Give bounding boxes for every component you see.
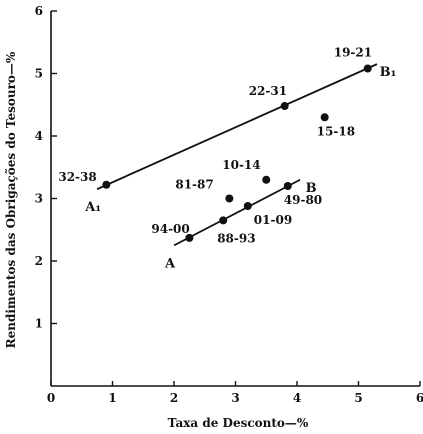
data-point	[320, 113, 329, 122]
data-point	[102, 180, 111, 189]
x-tick-label: 1	[108, 391, 116, 405]
point-label: 32-38	[58, 170, 96, 184]
line-end-label: B₁	[380, 65, 397, 80]
data-points: 32-38 22-31 19-21 15-18 10-14 81-87 49-80 01-09…	[58, 46, 372, 246]
data-point	[219, 216, 228, 225]
y-tick-label: 2	[35, 254, 43, 268]
x-tick-label: 0	[47, 391, 55, 405]
y-tick-label: 3	[35, 192, 43, 206]
point-label: 15-18	[317, 124, 355, 138]
data-point	[225, 194, 234, 203]
data-point	[283, 182, 292, 190]
y-tick-label: 6	[35, 4, 43, 18]
line-end-label: B	[306, 181, 317, 196]
point-label: 81-87	[175, 178, 213, 192]
point-label: 10-14	[222, 158, 260, 172]
x-tick-label: 4	[293, 391, 301, 405]
data-point	[243, 202, 252, 210]
x-tick-label: 3	[231, 391, 239, 405]
x-axis-title: Taxa de Desconto—%	[168, 416, 309, 430]
x-tick-label: 6	[416, 391, 423, 405]
point-label: 94-00	[151, 222, 189, 236]
line-start-label: A	[164, 256, 176, 271]
data-point	[262, 175, 271, 184]
point-label: 19-21	[334, 46, 372, 60]
fit-line	[96, 63, 378, 190]
x-tick-label: 5	[354, 391, 362, 405]
point-label: 49-80	[284, 193, 322, 207]
y-axis-ticks: 1 2 3 4 5 6	[35, 4, 57, 331]
x-axis-ticks: 0 1 2 3 4 5 6	[47, 381, 423, 405]
fit-line	[173, 178, 301, 247]
x-tick-label: 2	[170, 391, 178, 405]
y-tick-label: 1	[35, 317, 43, 331]
point-label: 22-31	[249, 84, 287, 98]
point-label: 88-93	[217, 231, 255, 245]
fit-lines: A₁ B₁ A B	[84, 63, 397, 271]
data-point	[185, 233, 194, 242]
y-axis-title: Rendimentos das Obrigações do Tesouro—%	[4, 51, 18, 348]
data-point	[280, 102, 289, 110]
y-tick-label: 5	[35, 67, 43, 81]
data-point	[363, 64, 372, 73]
line-start-label: A₁	[84, 200, 101, 215]
y-tick-label: 4	[35, 129, 43, 143]
point-label: 01-09	[254, 213, 292, 227]
